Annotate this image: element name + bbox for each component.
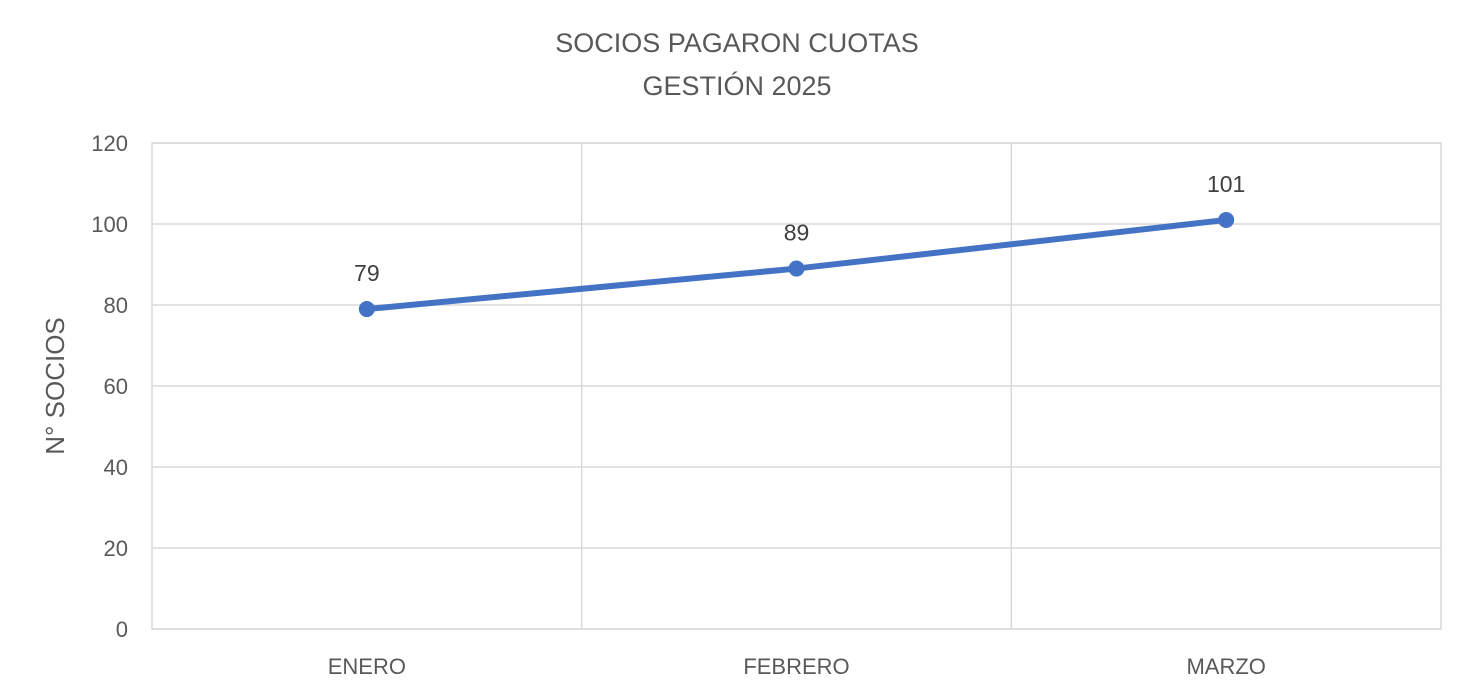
gridlines: [152, 142, 1441, 630]
data-label: 89: [784, 220, 810, 246]
data-point-marker: [788, 260, 805, 277]
chart-title-line-2: GESTIÓN 2025: [642, 70, 831, 101]
y-tick-label: 0: [116, 617, 128, 642]
x-tick-label: MARZO: [1186, 654, 1265, 679]
x-axis-ticks: ENERO FEBRERO MARZO: [328, 654, 1266, 679]
data-point-marker: [358, 301, 375, 318]
y-tick-label: 20: [104, 536, 128, 561]
x-tick-label: FEBRERO: [743, 654, 849, 679]
y-axis-label: N° SOCIOS: [40, 317, 70, 455]
y-tick-label: 120: [91, 131, 128, 156]
y-tick-label: 100: [91, 212, 128, 237]
y-tick-label: 80: [104, 293, 128, 318]
data-point-marker: [1218, 211, 1235, 228]
y-tick-label: 40: [104, 455, 128, 480]
data-label: 101: [1207, 171, 1245, 197]
chart-title-line-1: SOCIOS PAGARON CUOTAS: [555, 28, 919, 58]
data-label: 79: [354, 260, 380, 286]
series-line-group: [358, 211, 1235, 318]
y-tick-label: 60: [104, 374, 128, 399]
x-tick-label: ENERO: [328, 654, 406, 679]
data-labels: 79 89 101: [354, 171, 1245, 286]
y-axis-ticks: 0 20 40 60 80 100 120: [91, 131, 128, 642]
plot-area-border: [151, 142, 1442, 630]
